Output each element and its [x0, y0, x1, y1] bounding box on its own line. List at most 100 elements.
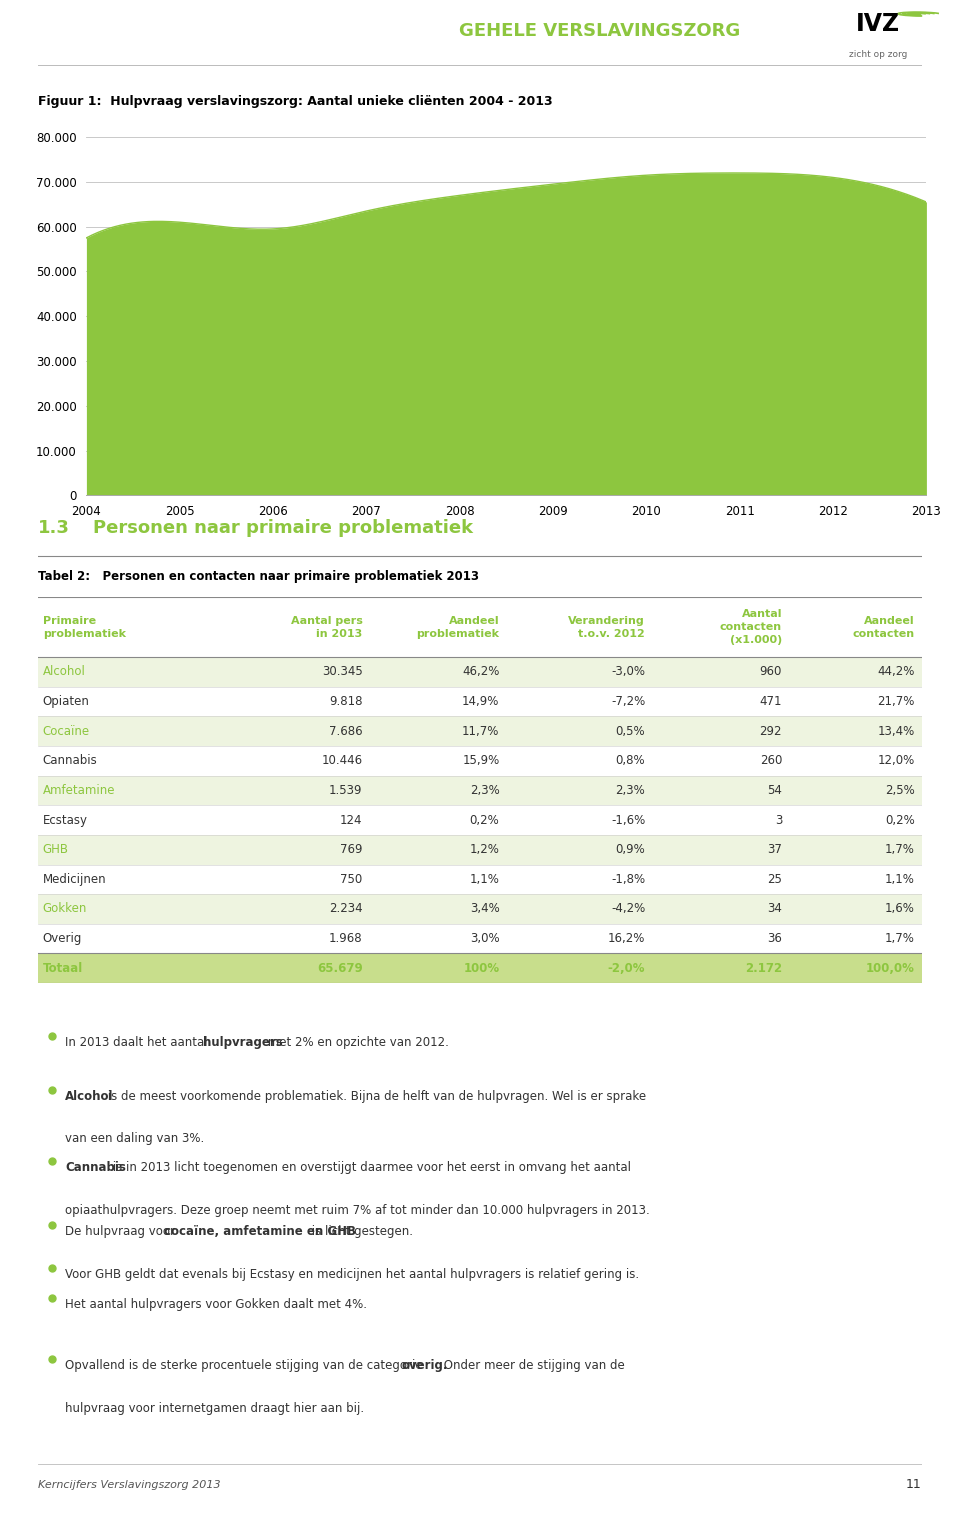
Text: 54: 54	[767, 783, 782, 797]
Text: Aandeel
problematiek: Aandeel problematiek	[417, 616, 499, 639]
Bar	[38, 805, 922, 835]
Text: 2,3%: 2,3%	[469, 783, 499, 797]
Text: Aandeel
contacten: Aandeel contacten	[852, 616, 915, 639]
Text: hulpvraag voor internetgamen draagt hier aan bij.: hulpvraag voor internetgamen draagt hier…	[65, 1402, 365, 1416]
Text: 10.446: 10.446	[322, 754, 363, 768]
Text: 1,7%: 1,7%	[885, 933, 915, 945]
Text: Cannabis: Cannabis	[65, 1161, 126, 1175]
Text: is in 2013 licht toegenomen en overstijgt daarmee voor het eerst in omvang het a: is in 2013 licht toegenomen en overstijg…	[109, 1161, 632, 1175]
Text: Medicijnen: Medicijnen	[43, 873, 107, 885]
Text: -3,0%: -3,0%	[612, 666, 645, 678]
Bar	[38, 835, 922, 864]
Text: 2.234: 2.234	[329, 902, 363, 916]
Text: -1,8%: -1,8%	[611, 873, 645, 885]
Bar	[38, 657, 922, 687]
Text: 471: 471	[759, 695, 782, 709]
Text: Primaire
problematiek: Primaire problematiek	[43, 616, 126, 639]
Text: 3,0%: 3,0%	[469, 933, 499, 945]
Text: 1,1%: 1,1%	[469, 873, 499, 885]
Text: 11,7%: 11,7%	[462, 725, 499, 738]
Text: 30.345: 30.345	[322, 666, 363, 678]
Bar	[38, 776, 922, 805]
Text: 0,2%: 0,2%	[885, 814, 915, 826]
Text: 1,2%: 1,2%	[469, 843, 499, 856]
Text: 44,2%: 44,2%	[877, 666, 915, 678]
Text: 36: 36	[767, 933, 782, 945]
Text: 3,4%: 3,4%	[469, 902, 499, 916]
Text: 2,5%: 2,5%	[885, 783, 915, 797]
Text: 34: 34	[767, 902, 782, 916]
Text: 1,1%: 1,1%	[885, 873, 915, 885]
Text: opiaathulpvragers. Deze groep neemt met ruim 7% af tot minder dan 10.000 hulpvra: opiaathulpvragers. Deze groep neemt met …	[65, 1204, 650, 1218]
Text: Kerncijfers Verslavingszorg 2013: Kerncijfers Verslavingszorg 2013	[38, 1480, 221, 1490]
Text: In 2013 daalt het aantal: In 2013 daalt het aantal	[65, 1036, 211, 1050]
Text: Figuur 1:  Hulpvraag verslavingszorg: Aantal unieke cliënten 2004 - 2013: Figuur 1: Hulpvraag verslavingszorg: Aan…	[38, 96, 553, 108]
Text: Alcohol: Alcohol	[65, 1090, 114, 1103]
Text: 13,4%: 13,4%	[877, 725, 915, 738]
Text: met 2% en opzichte van 2012.: met 2% en opzichte van 2012.	[264, 1036, 448, 1050]
Bar	[38, 924, 922, 954]
Text: GHB: GHB	[43, 843, 69, 856]
Text: Onder meer de stijging van de: Onder meer de stijging van de	[440, 1359, 625, 1373]
Text: 2.172: 2.172	[745, 962, 782, 975]
Text: 124: 124	[340, 814, 363, 826]
Text: -1,6%: -1,6%	[611, 814, 645, 826]
Text: overig.: overig.	[401, 1359, 447, 1373]
Text: 16,2%: 16,2%	[608, 933, 645, 945]
Text: 0,2%: 0,2%	[469, 814, 499, 826]
Text: is de meest voorkomende problematiek. Bijna de helft van de hulpvragen. Wel is e: is de meest voorkomende problematiek. Bi…	[104, 1090, 646, 1103]
Text: 260: 260	[759, 754, 782, 768]
Text: Aantal pers
in 2013: Aantal pers in 2013	[291, 616, 363, 639]
Text: Amfetamine: Amfetamine	[43, 783, 115, 797]
Text: Ecstasy: Ecstasy	[43, 814, 87, 826]
Text: 9.818: 9.818	[329, 695, 363, 709]
Text: Totaal: Totaal	[43, 962, 84, 975]
Text: 0,5%: 0,5%	[615, 725, 645, 738]
Text: 769: 769	[340, 843, 363, 856]
Text: -2,0%: -2,0%	[608, 962, 645, 975]
Text: Overig: Overig	[43, 933, 83, 945]
Text: Opvallend is de sterke procentuele stijging van de categorie: Opvallend is de sterke procentuele stijg…	[65, 1359, 426, 1373]
Text: 11: 11	[906, 1478, 922, 1492]
Text: 1.968: 1.968	[329, 933, 363, 945]
Text: -7,2%: -7,2%	[611, 695, 645, 709]
Text: 25: 25	[767, 873, 782, 885]
Text: IVZ: IVZ	[856, 12, 900, 37]
Text: 1,6%: 1,6%	[885, 902, 915, 916]
Bar	[38, 954, 922, 983]
Text: 750: 750	[340, 873, 363, 885]
Text: van een daling van 3%.: van een daling van 3%.	[65, 1132, 204, 1146]
Text: 1.539: 1.539	[329, 783, 363, 797]
Bar	[38, 864, 922, 895]
Text: 0,8%: 0,8%	[615, 754, 645, 768]
Text: Het aantal hulpvragers voor Gokken daalt met 4%.: Het aantal hulpvragers voor Gokken daalt…	[65, 1298, 368, 1312]
Bar	[38, 716, 922, 747]
Text: 0,9%: 0,9%	[615, 843, 645, 856]
Text: 14,9%: 14,9%	[462, 695, 499, 709]
Text: cocaïne, amfetamine en GHB: cocaïne, amfetamine en GHB	[164, 1225, 356, 1239]
Text: GEHELE VERSLAVINGSZORG: GEHELE VERSLAVINGSZORG	[460, 21, 740, 40]
Bar	[38, 895, 922, 924]
Text: Aantal
contacten
(x1.000): Aantal contacten (x1.000)	[720, 610, 782, 645]
Text: 100%: 100%	[464, 962, 499, 975]
Text: hulpvragers: hulpvragers	[203, 1036, 283, 1050]
Text: 960: 960	[759, 666, 782, 678]
Text: Personen naar primaire problematiek: Personen naar primaire problematiek	[93, 520, 473, 538]
Text: Verandering
t.o.v. 2012: Verandering t.o.v. 2012	[568, 616, 645, 639]
Bar	[38, 747, 922, 776]
Text: zicht op zorg: zicht op zorg	[850, 50, 907, 59]
Text: Cannabis: Cannabis	[43, 754, 98, 768]
Text: 1.3: 1.3	[38, 520, 70, 538]
Text: Tabel 2:   Personen en contacten naar primaire problematiek 2013: Tabel 2: Personen en contacten naar prim…	[38, 570, 479, 584]
Text: 12,0%: 12,0%	[877, 754, 915, 768]
Text: 3: 3	[775, 814, 782, 826]
Text: 100,0%: 100,0%	[866, 962, 915, 975]
Text: 37: 37	[767, 843, 782, 856]
Text: 65.679: 65.679	[317, 962, 363, 975]
Text: De hulpvraag voor: De hulpvraag voor	[65, 1225, 179, 1239]
Text: Cocaïne: Cocaïne	[43, 725, 90, 738]
Text: 46,2%: 46,2%	[462, 666, 499, 678]
Text: Alcohol: Alcohol	[43, 666, 85, 678]
Text: 15,9%: 15,9%	[462, 754, 499, 768]
Text: 1,7%: 1,7%	[885, 843, 915, 856]
